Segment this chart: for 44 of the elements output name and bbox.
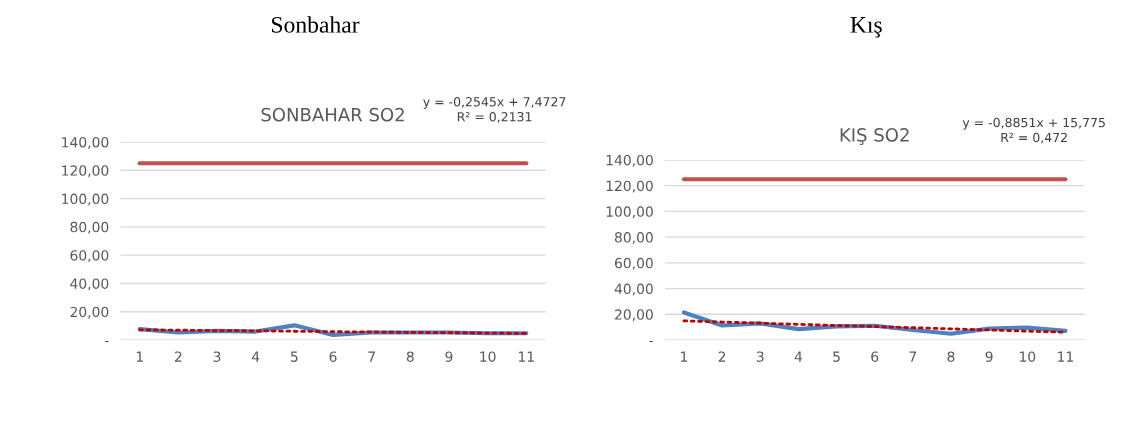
x-tick-label: 8 — [947, 351, 955, 362]
y-tick-label: 40,00 — [70, 278, 109, 291]
x-tick-label: 4 — [794, 351, 803, 362]
y-tick-label: 40,00 — [614, 283, 653, 296]
chart-subtitle: KIŞ SO2 — [840, 128, 909, 145]
y-tick-label: 140,00 — [606, 154, 653, 167]
y-tick-label: 100,00 — [62, 193, 109, 206]
x-tick-label: 3 — [213, 351, 221, 362]
x-tick-label: 1 — [136, 351, 143, 362]
x-tick-label: 9 — [985, 351, 993, 362]
x-tick-label: 5 — [833, 351, 840, 362]
chart-subtitle: SONBAHAR SO2 — [261, 107, 404, 122]
y-tick-label: 80,00 — [614, 232, 653, 245]
x-tick-label: 6 — [871, 351, 879, 362]
y-tick-label: 20,00 — [70, 306, 109, 319]
x-tick-label: 10 — [480, 351, 496, 362]
x-tick-label: 7 — [368, 351, 375, 362]
y-tick-label: 120,00 — [606, 180, 653, 193]
x-tick-label: 10 — [1019, 351, 1036, 362]
text: y = -0,8851x + 15,775 R² = 0,472 — [962, 117, 1105, 144]
x-tick-label: 8 — [406, 351, 414, 362]
chart-title: Sonbahar — [271, 16, 360, 33]
x-tick-label: 1 — [681, 351, 688, 362]
y-tick-label: - — [649, 340, 654, 343]
x-tick-label: 7 — [909, 351, 917, 362]
x-tick-label: 5 — [290, 351, 298, 362]
y-tick-label: 120,00 — [62, 165, 109, 178]
y-tick-label: 60,00 — [614, 257, 653, 270]
x-tick-label: 11 — [1058, 351, 1073, 362]
y-tick-label: 60,00 — [70, 250, 109, 263]
y-tick-label: - — [104, 340, 109, 343]
text: y = -0,2545x + 7,4727 R² = 0,2131 — [423, 97, 566, 123]
x-tick-label: 4 — [251, 351, 260, 362]
x-tick-label: 3 — [756, 351, 764, 362]
y-tick-label: 140,00 — [62, 136, 109, 149]
x-tick-label: 6 — [329, 351, 337, 362]
y-tick-label: 20,00 — [615, 309, 653, 322]
x-tick-label: 11 — [518, 351, 534, 362]
x-tick-label: 2 — [718, 351, 726, 362]
y-tick-label: 100,00 — [606, 206, 653, 219]
chart-title: Kış — [850, 17, 882, 38]
y-tick-label: 80,00 — [70, 221, 109, 234]
x-tick-label: 9 — [445, 351, 453, 362]
x-tick-label: 2 — [174, 351, 182, 362]
